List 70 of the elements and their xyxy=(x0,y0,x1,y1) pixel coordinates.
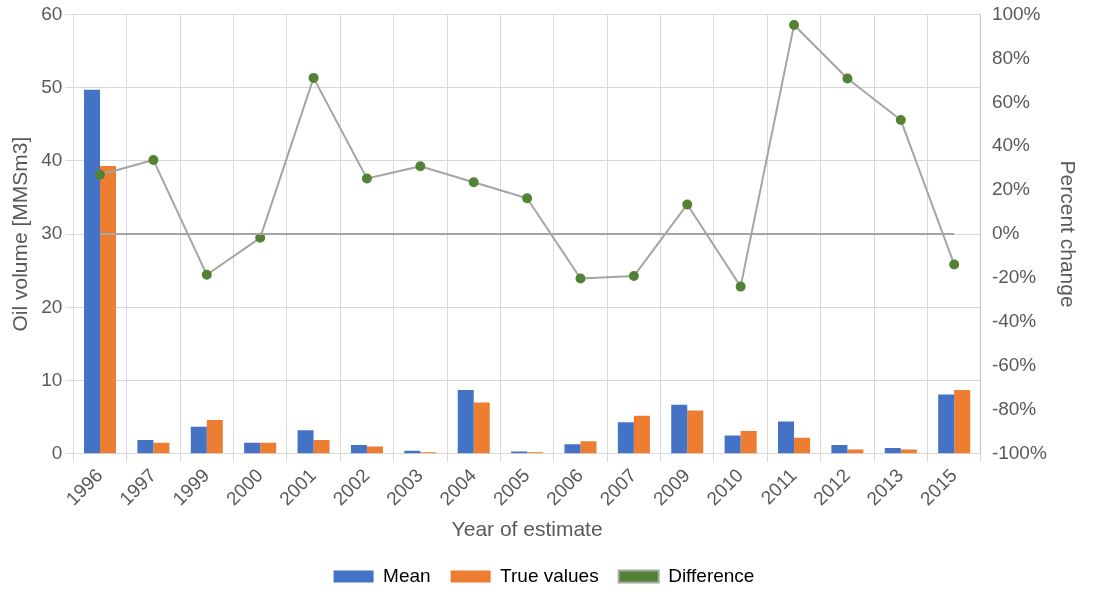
bar xyxy=(938,394,955,454)
y2-tick-label: 20% xyxy=(991,178,1031,200)
point xyxy=(522,193,533,204)
legend-label: True values xyxy=(500,564,599,586)
bar xyxy=(206,420,223,454)
point xyxy=(789,19,800,30)
y-tick-label: 20 xyxy=(41,295,63,317)
bar xyxy=(847,449,864,454)
bar xyxy=(724,435,741,454)
bar xyxy=(297,430,314,454)
bar xyxy=(457,390,474,454)
bar xyxy=(580,441,597,454)
bar xyxy=(900,449,917,454)
bar xyxy=(366,446,383,454)
bar xyxy=(153,442,170,454)
bar xyxy=(778,421,795,454)
point xyxy=(682,199,693,210)
bar xyxy=(884,447,901,454)
y-tick-label: 40 xyxy=(41,149,63,171)
y-tick-label: 10 xyxy=(41,368,63,390)
point xyxy=(361,173,372,184)
bar xyxy=(260,442,277,454)
point xyxy=(468,177,479,188)
point xyxy=(895,115,906,126)
point xyxy=(628,271,639,282)
bar xyxy=(473,402,490,454)
y2-tick-label: -20% xyxy=(991,266,1037,288)
point xyxy=(949,259,960,270)
bar xyxy=(313,439,330,454)
legend-label: Mean xyxy=(383,564,431,586)
y-tick-label: 60 xyxy=(41,2,63,24)
x-axis-title: Year of estimate xyxy=(451,517,603,541)
point xyxy=(308,72,319,83)
y-tick-label: 30 xyxy=(41,222,63,244)
point xyxy=(148,155,159,166)
bar xyxy=(137,439,154,454)
bar xyxy=(564,444,581,454)
y2-axis-title: Percent change xyxy=(1056,160,1080,308)
bar xyxy=(954,390,971,454)
y2-tick-label: 100% xyxy=(991,2,1041,24)
bar xyxy=(687,410,704,454)
y2-tick-label: -100% xyxy=(991,442,1047,464)
y2-tick-label: 0% xyxy=(991,222,1020,244)
y-axis-title: Oil volume [MMSm3] xyxy=(8,136,32,332)
point xyxy=(575,273,586,284)
bar xyxy=(831,445,848,454)
bar xyxy=(794,437,811,454)
legend-label: Difference xyxy=(668,564,755,586)
y-tick-label: 0 xyxy=(51,442,63,464)
bar xyxy=(190,426,207,454)
point xyxy=(415,161,426,172)
y2-tick-label: -60% xyxy=(991,354,1037,376)
y2-tick-label: 60% xyxy=(991,90,1031,112)
bar xyxy=(350,445,367,454)
y2-tick-label: 40% xyxy=(991,134,1031,156)
bar xyxy=(671,404,688,454)
y2-tick-label: 80% xyxy=(991,46,1031,68)
point xyxy=(735,281,746,292)
point xyxy=(201,269,212,280)
bar xyxy=(633,415,650,454)
bar xyxy=(100,165,117,454)
bar xyxy=(244,442,261,454)
y-tick-label: 50 xyxy=(41,75,63,97)
y2-tick-label: -80% xyxy=(991,398,1037,420)
point xyxy=(842,73,853,84)
y2-tick-label: -40% xyxy=(991,310,1037,332)
bar xyxy=(84,89,101,454)
bar xyxy=(740,431,757,454)
point xyxy=(95,169,106,180)
bar xyxy=(617,422,634,454)
